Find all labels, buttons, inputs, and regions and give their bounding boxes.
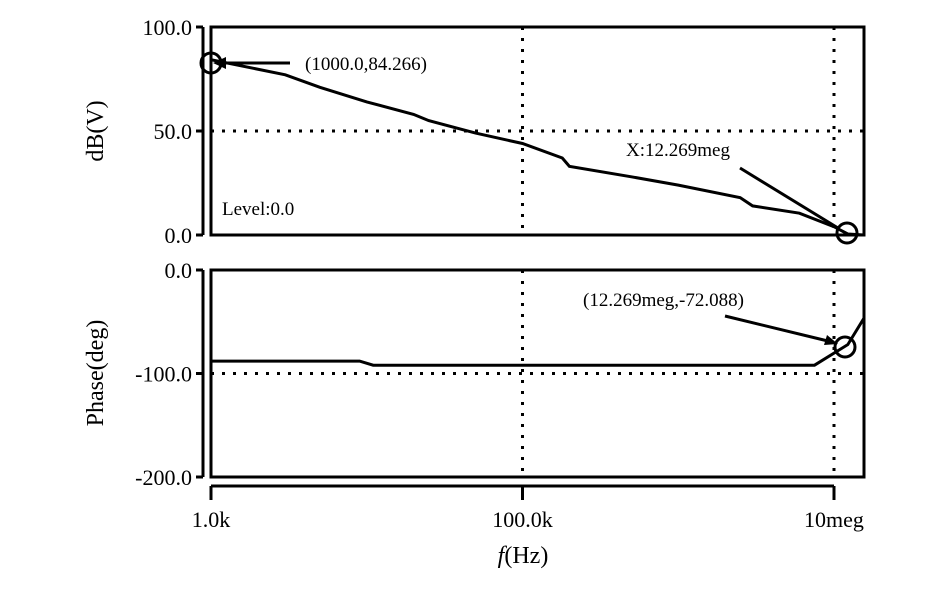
series-line bbox=[211, 58, 864, 237]
y-tick-label: -200.0 bbox=[135, 465, 192, 490]
phase-panel: 0.0 -100.0 -200.0 bbox=[135, 258, 866, 490]
x-axis-label: f(Hz) bbox=[498, 543, 549, 569]
arrow-head bbox=[824, 335, 838, 345]
marker-circle bbox=[833, 335, 857, 359]
cursor-x-label: X:12.269meg bbox=[626, 140, 730, 161]
phase-point-label: (12.269meg,-72.088) bbox=[583, 290, 744, 311]
x-axis-label-unit: (Hz) bbox=[504, 543, 548, 569]
magnitude-point-label: (1000.0,84.266) bbox=[305, 54, 427, 75]
annotation-arrow bbox=[724, 314, 833, 344]
x-axis-label-f: f bbox=[498, 543, 508, 569]
level-label: Level:0.0 bbox=[222, 199, 294, 220]
plot-frame bbox=[209, 268, 866, 479]
y-axis-label-magnitude: dB(V) bbox=[83, 100, 109, 161]
x-tick-label: 10meg bbox=[804, 507, 864, 532]
magnitude-panel: 100.0 50.0 0.0 bbox=[143, 15, 866, 248]
plot-frame bbox=[209, 25, 866, 237]
y-tick-label: 0.0 bbox=[165, 223, 193, 248]
arrow-head bbox=[213, 57, 226, 69]
series-line bbox=[211, 315, 864, 367]
x-tick-label: 100.0k bbox=[492, 507, 553, 532]
x-tick-label: 1.0k bbox=[192, 507, 231, 532]
y-axis-label-phase: Phase(deg) bbox=[83, 320, 109, 427]
y-tick-label: 0.0 bbox=[165, 258, 193, 283]
y-tick-label: -100.0 bbox=[135, 362, 192, 387]
annotation-arrow bbox=[739, 166, 839, 230]
y-tick-label: 50.0 bbox=[154, 119, 193, 144]
x-axis: 1.0k 100.0k 10meg bbox=[192, 484, 864, 532]
y-tick-label: 100.0 bbox=[143, 15, 193, 40]
marker-circle bbox=[835, 221, 859, 245]
